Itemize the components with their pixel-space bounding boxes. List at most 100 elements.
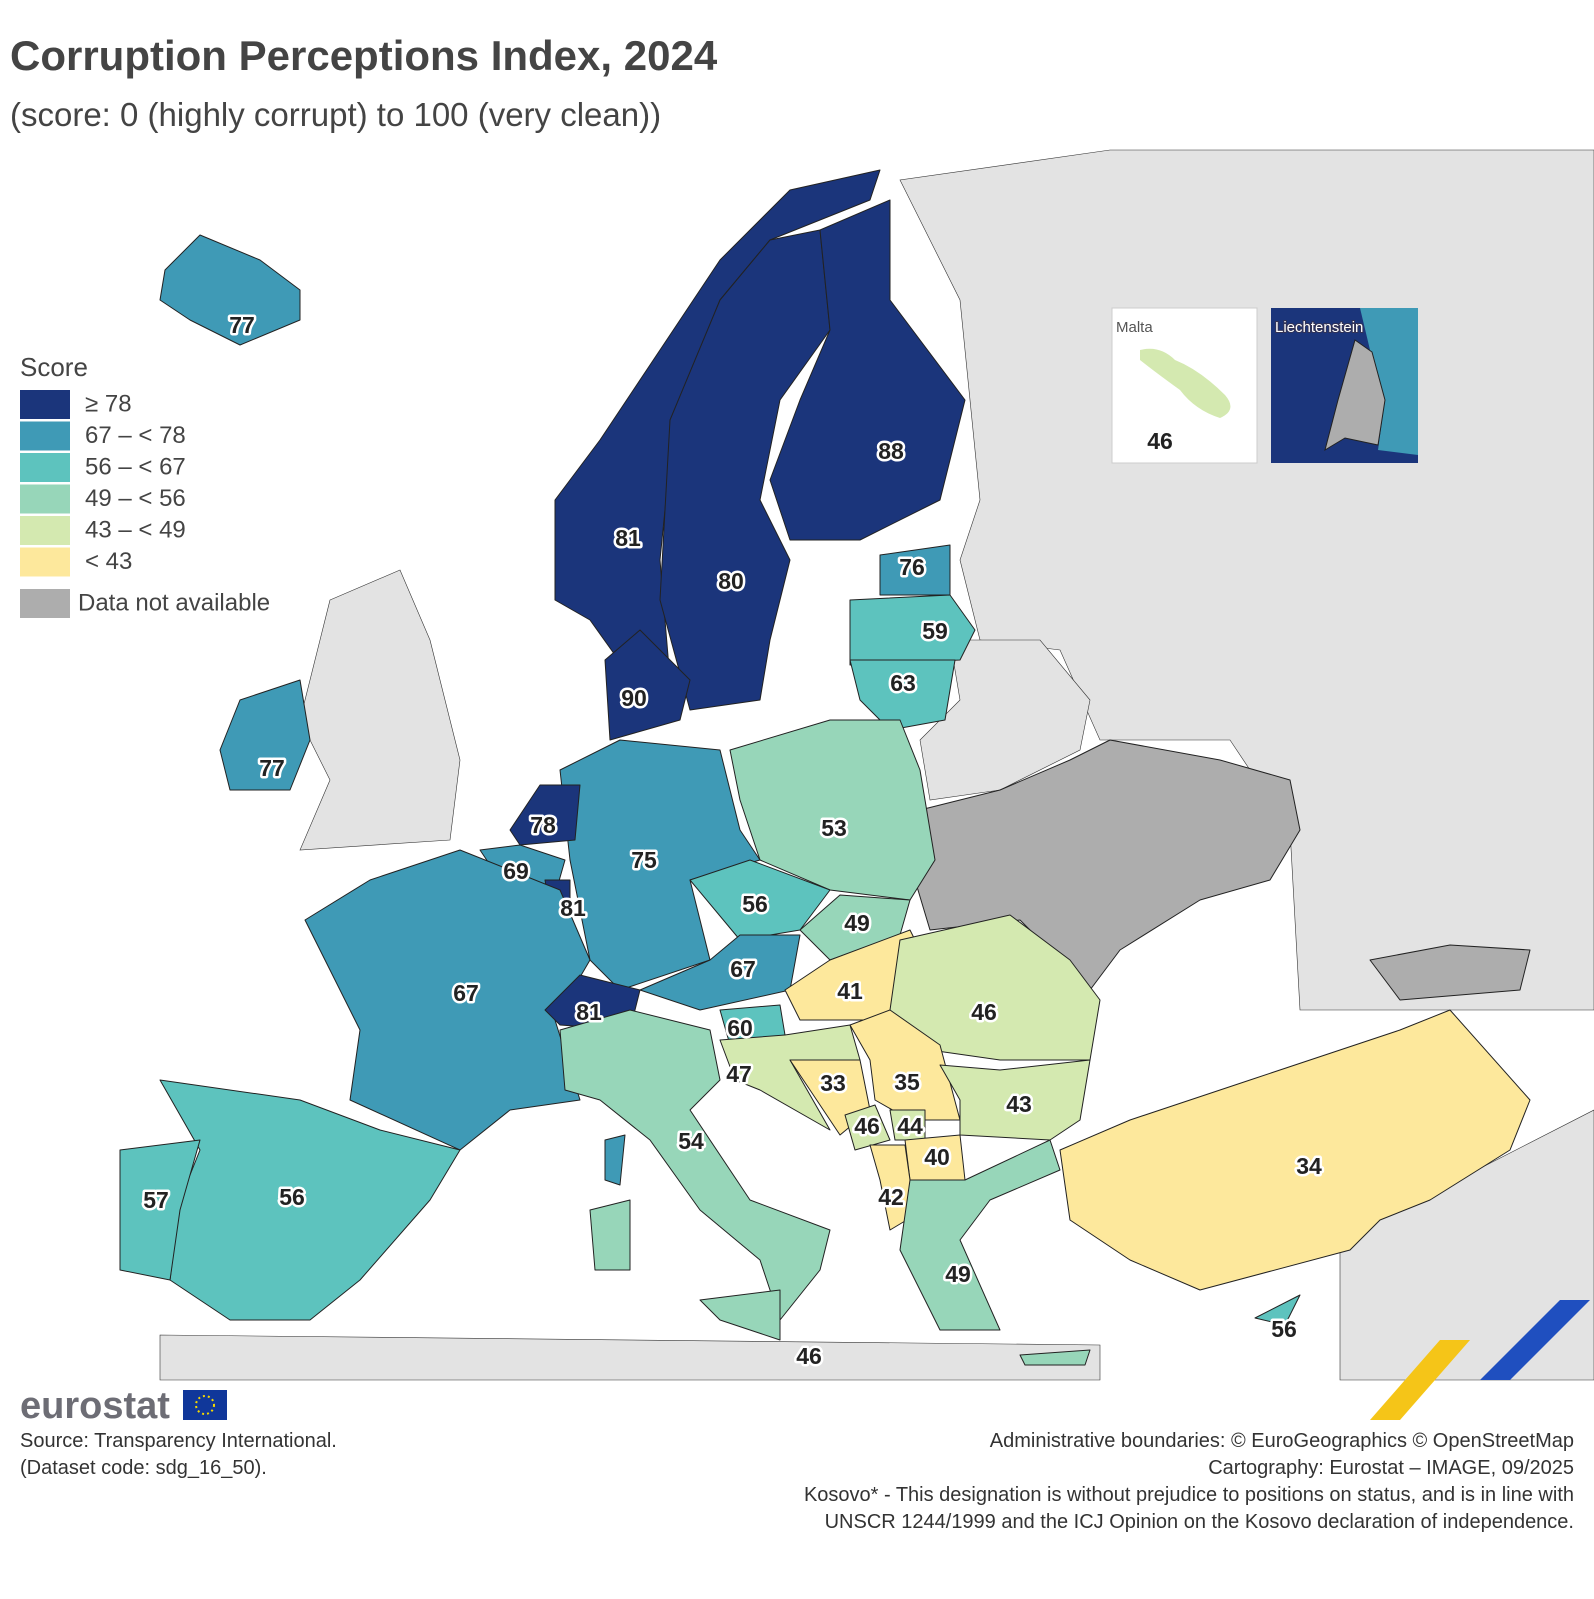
score-label: 77 <box>259 755 285 781</box>
country-shape <box>939 1059 1091 1141</box>
legend-swatch <box>20 547 70 577</box>
score-label: 80 <box>718 568 744 594</box>
country-shape <box>604 1134 626 1186</box>
score-label: 81 <box>576 999 602 1025</box>
score-label: 63 <box>890 670 916 696</box>
legend-title: Score <box>20 352 88 382</box>
legend-label: ≥ 78 <box>85 390 132 417</box>
score-label: 60 <box>727 1015 753 1041</box>
legend-swatch <box>20 484 70 514</box>
score-label: 75 <box>631 847 657 873</box>
source-line: (Dataset code: sdg_16_50). <box>20 1457 267 1479</box>
eu-stars <box>195 1395 215 1415</box>
credit-line: Kosovo* - This designation is without pr… <box>804 1484 1574 1506</box>
country-shape <box>304 849 591 1151</box>
country-shape <box>769 199 966 541</box>
score-label: 57 <box>143 1187 169 1213</box>
score-label: 35 <box>894 1069 920 1095</box>
score-label: 47 <box>726 1061 752 1087</box>
liechtenstein-inset: Liechtenstein <box>1271 308 1418 463</box>
score-label: 44 <box>897 1113 923 1139</box>
score-label: 56 <box>279 1184 305 1210</box>
score-label: 59 <box>922 618 948 644</box>
country-shape <box>729 719 936 901</box>
score-label: 56 <box>742 891 768 917</box>
country-shape <box>159 234 301 346</box>
country-shape <box>589 1199 631 1271</box>
country-shape <box>869 1144 916 1231</box>
score-label: 67 <box>453 980 479 1006</box>
score-label: 43 <box>1006 1091 1032 1117</box>
score-label: 49 <box>844 910 870 936</box>
country-shape <box>1019 1349 1091 1366</box>
score-label: 90 <box>621 685 647 711</box>
country-shape <box>219 679 311 791</box>
country-shape <box>639 934 801 1011</box>
score-label: 54 <box>678 1128 704 1154</box>
country-shape <box>1369 944 1531 1001</box>
legend-label: Data not available <box>78 589 270 616</box>
country-shape <box>699 1289 781 1341</box>
score-label: 53 <box>821 815 847 841</box>
score-label: 76 <box>899 554 925 580</box>
country-shape <box>1059 1009 1531 1291</box>
score-label: 33 <box>820 1070 846 1096</box>
inset-name: Liechtenstein <box>1275 319 1363 336</box>
other-land <box>1339 1109 1594 1381</box>
country-shape <box>844 1104 891 1151</box>
inset-name: Malta <box>1116 319 1153 336</box>
legend-label: 49 – < 56 <box>85 485 186 512</box>
logo: eurostat <box>20 1385 170 1427</box>
legend-swatch <box>20 453 70 482</box>
score-label: 88 <box>878 438 904 464</box>
credit-line: Administrative boundaries: © EuroGeograp… <box>990 1430 1574 1452</box>
neighbour-shape <box>1360 308 1418 455</box>
legend-swatch <box>20 390 70 419</box>
country-shape <box>849 659 956 731</box>
score-label: 34 <box>1296 1153 1322 1179</box>
inset-score: 46 <box>1147 428 1173 454</box>
countries <box>119 169 1531 1366</box>
decoration <box>1480 1300 1590 1380</box>
malta-inset: Malta 46 <box>1111 307 1258 464</box>
country-shape <box>559 1009 831 1321</box>
country-shape <box>659 229 831 711</box>
legend-swatch <box>20 516 70 545</box>
legend-label: 56 – < 67 <box>85 453 186 480</box>
score-label: 42 <box>878 1184 904 1210</box>
legend-label: 67 – < 78 <box>85 422 186 449</box>
legend-swatch <box>20 589 70 618</box>
liechtenstein-shape <box>1324 339 1386 452</box>
other-land <box>159 1334 1101 1381</box>
score-label: 56 <box>1271 1316 1297 1342</box>
country-shape <box>604 629 691 741</box>
legend: ≥ 78 67 – < 78 56 – < 67 49 – < 56 43 – < 49… <box>20 390 270 618</box>
score-label: 46 <box>971 999 997 1025</box>
malta-shape <box>1140 348 1231 418</box>
country-shape <box>899 1139 1061 1331</box>
score-label: 81 <box>560 895 586 921</box>
score-label: 49 <box>945 1261 971 1287</box>
score-label: 40 <box>924 1144 950 1170</box>
score-label: 67 <box>730 956 756 982</box>
score-label: 77 <box>229 312 255 338</box>
score-label: 81 <box>615 525 641 551</box>
score-label: 46 <box>854 1113 880 1139</box>
country-shape <box>689 859 831 941</box>
subtitle: (score: 0 (highly corrupt) to 100 (very … <box>10 96 661 133</box>
country-shape <box>509 784 581 846</box>
background-land <box>159 149 1594 1381</box>
other-land <box>299 569 461 851</box>
country-shape <box>1254 1294 1301 1326</box>
score-label: 41 <box>837 978 863 1004</box>
legend-label: 43 – < 49 <box>85 516 186 543</box>
country-shape <box>849 594 976 666</box>
score-label: 78 <box>530 812 556 838</box>
title: Corruption Perceptions Index, 2024 <box>10 32 718 79</box>
legend-swatch <box>20 421 70 451</box>
credit-line: UNSCR 1244/1999 and the ICJ Opinion on t… <box>825 1511 1574 1533</box>
country-shape <box>849 1009 961 1121</box>
eu-flag <box>183 1390 227 1420</box>
